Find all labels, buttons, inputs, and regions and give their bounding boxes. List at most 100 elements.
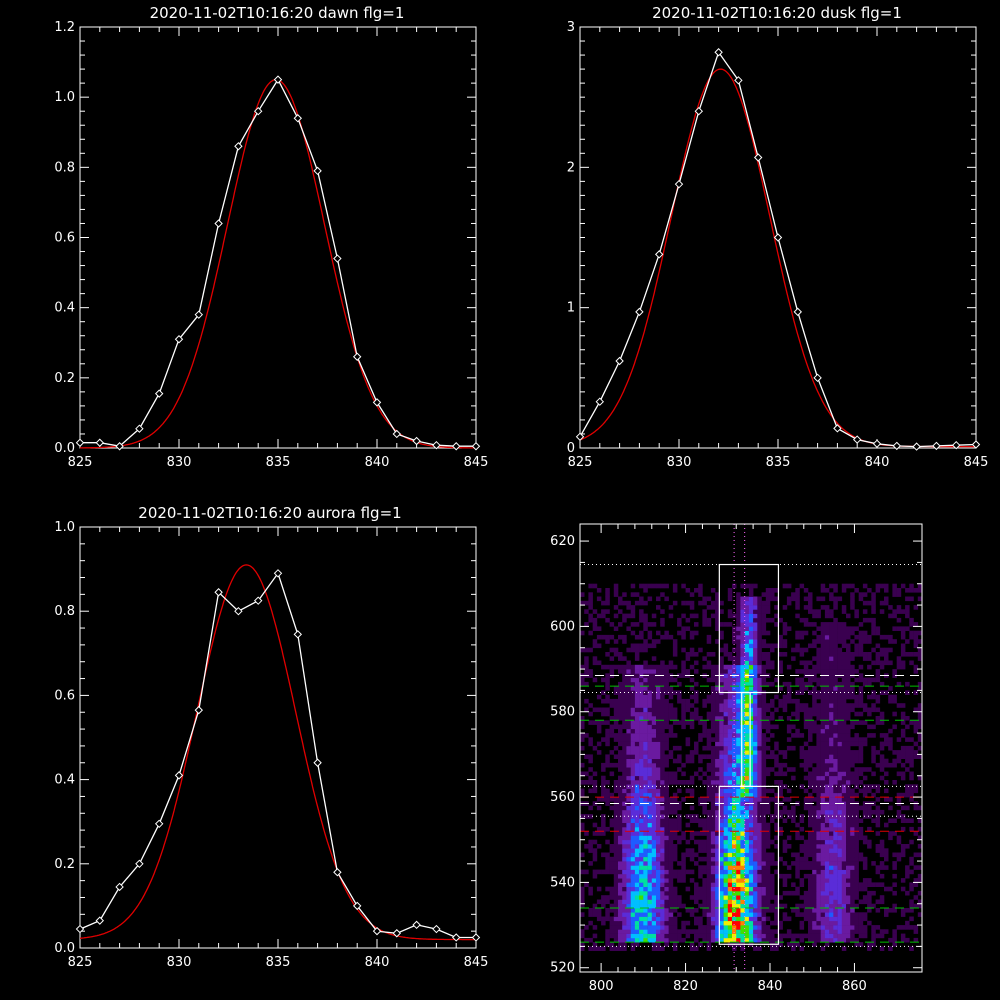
- spectrogram-cell: [808, 797, 813, 802]
- spectrogram-cell: [748, 882, 754, 887]
- spectrogram-cell: [744, 792, 750, 798]
- spectrogram-cell: [723, 835, 729, 841]
- spectrogram-cell: [808, 937, 813, 943]
- spectrogram-cell: [850, 681, 855, 687]
- spectrogram-cell: [799, 912, 805, 917]
- spectrogram-cell: [727, 933, 733, 939]
- spectrogram-cell: [685, 929, 691, 934]
- spectrogram-cell: [761, 643, 767, 649]
- spectrogram-cell: [900, 775, 906, 781]
- spectrogram-cell: [791, 592, 796, 597]
- spectrogram-cell: [808, 720, 813, 725]
- spectrogram-cell: [710, 673, 716, 678]
- spectrogram-cell: [820, 873, 826, 879]
- spectrogram-cell: [732, 835, 737, 841]
- spectrogram-cell: [719, 762, 724, 768]
- spectrogram-cell: [837, 861, 843, 866]
- spectrogram-cell: [588, 890, 593, 896]
- spectrogram-cell: [723, 647, 729, 653]
- aurora-fit-curve: [79, 564, 476, 941]
- spectrogram-cell: [862, 600, 868, 606]
- spectrogram-cell: [706, 605, 712, 610]
- spectrogram-cell: [651, 822, 657, 828]
- spectrogram-cell: [744, 703, 750, 708]
- spectrogram-cell: [799, 754, 805, 759]
- spectrogram-cell: [727, 703, 733, 708]
- spectrogram-cell: [824, 686, 830, 691]
- spectrogram-cell: [757, 826, 762, 832]
- spectrogram-cell: [778, 920, 783, 926]
- spectrogram-cell: [829, 677, 834, 683]
- spectrogram-cell: [715, 716, 720, 721]
- spectrogram-cell: [630, 698, 636, 704]
- spectrogram-cell: [879, 899, 885, 905]
- spectrogram-cell: [829, 741, 834, 747]
- spectrogram-cell: [719, 737, 724, 742]
- spectrogram-cell: [871, 724, 876, 730]
- spectrogram-cell: [841, 861, 847, 866]
- spectrogram-cell: [609, 622, 615, 627]
- spectrogram-cell: [715, 878, 720, 883]
- spectrogram-cell: [727, 592, 733, 597]
- spectrogram-cell: [605, 839, 610, 845]
- spectrogram-cell: [791, 724, 796, 730]
- spectrogram-cell: [829, 848, 834, 853]
- spectrogram-cell: [668, 703, 674, 708]
- spectrogram-cell: [854, 737, 859, 742]
- spectrogram-cell: [888, 946, 893, 951]
- spectrogram-cell: [879, 609, 885, 614]
- spectrogram-cell: [660, 929, 665, 934]
- spectrogram-cell: [744, 656, 750, 661]
- spectrogram-cell: [833, 788, 838, 794]
- spectrogram-cell: [761, 609, 767, 614]
- spectrogram-cell: [605, 929, 610, 934]
- spectrogram-cell: [588, 617, 593, 623]
- spectrogram-cell: [740, 630, 745, 636]
- spectrogram-cell: [850, 920, 855, 926]
- spectrogram-cell: [837, 856, 843, 862]
- spectrogram-cell: [736, 903, 741, 909]
- spectrogram-cell: [837, 656, 843, 661]
- spectrogram-cell: [850, 856, 855, 862]
- spectrogram-cell: [723, 652, 729, 657]
- spectrogram-cell: [748, 878, 754, 883]
- spectrogram-cell: [740, 767, 745, 772]
- spectrogram-cell: [909, 788, 914, 794]
- spectrogram-cell: [634, 622, 640, 627]
- spectrogram-cell: [643, 677, 648, 683]
- spectrogram-cell: [786, 596, 792, 602]
- spectrogram-cell: [634, 869, 640, 875]
- spectrogram-cell: [727, 792, 733, 798]
- spectrogram-cell: [829, 861, 834, 866]
- spectrogram-cell: [694, 588, 699, 593]
- spectrogram-cell: [884, 762, 889, 768]
- spectrogram-cell: [588, 669, 593, 674]
- spectrogram-cell: [829, 869, 834, 875]
- spectrogram-cell: [774, 797, 779, 802]
- spectrogram-cell: [609, 716, 615, 721]
- spectrogram-cell: [681, 835, 686, 841]
- spectrogram-cell: [765, 929, 771, 934]
- spectrogram-cell: [626, 613, 631, 619]
- spectrogram-cell: [740, 797, 745, 802]
- spectrogram-cell: [634, 767, 640, 772]
- spectrogram-cell: [913, 728, 919, 734]
- spectrogram-cell: [858, 745, 864, 751]
- spectrogram-cell: [656, 720, 661, 725]
- spectrogram-cell: [820, 844, 826, 849]
- spectrogram-cell: [833, 805, 838, 811]
- spectrogram-cell: [660, 634, 665, 640]
- spectrogram-cell: [829, 805, 834, 811]
- spectrogram-cell: [757, 652, 762, 657]
- spectrogram-cell: [862, 856, 868, 862]
- spectrogram-cell: [694, 890, 699, 896]
- spectrogram-cell: [867, 656, 872, 661]
- spectrogram-cell: [774, 724, 779, 730]
- spectrogram-cell: [812, 916, 817, 922]
- spectrogram-cell: [846, 925, 851, 930]
- spectrogram-cell: [618, 707, 623, 713]
- spectrogram-cell: [816, 737, 821, 742]
- spectrogram-cell: [656, 861, 661, 866]
- spectrogram-cell: [753, 596, 758, 602]
- spectrogram-cell: [770, 588, 775, 593]
